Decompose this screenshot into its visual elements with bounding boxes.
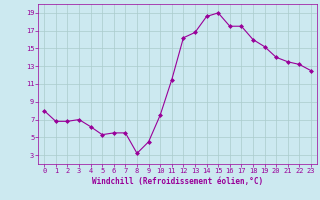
X-axis label: Windchill (Refroidissement éolien,°C): Windchill (Refroidissement éolien,°C) — [92, 177, 263, 186]
